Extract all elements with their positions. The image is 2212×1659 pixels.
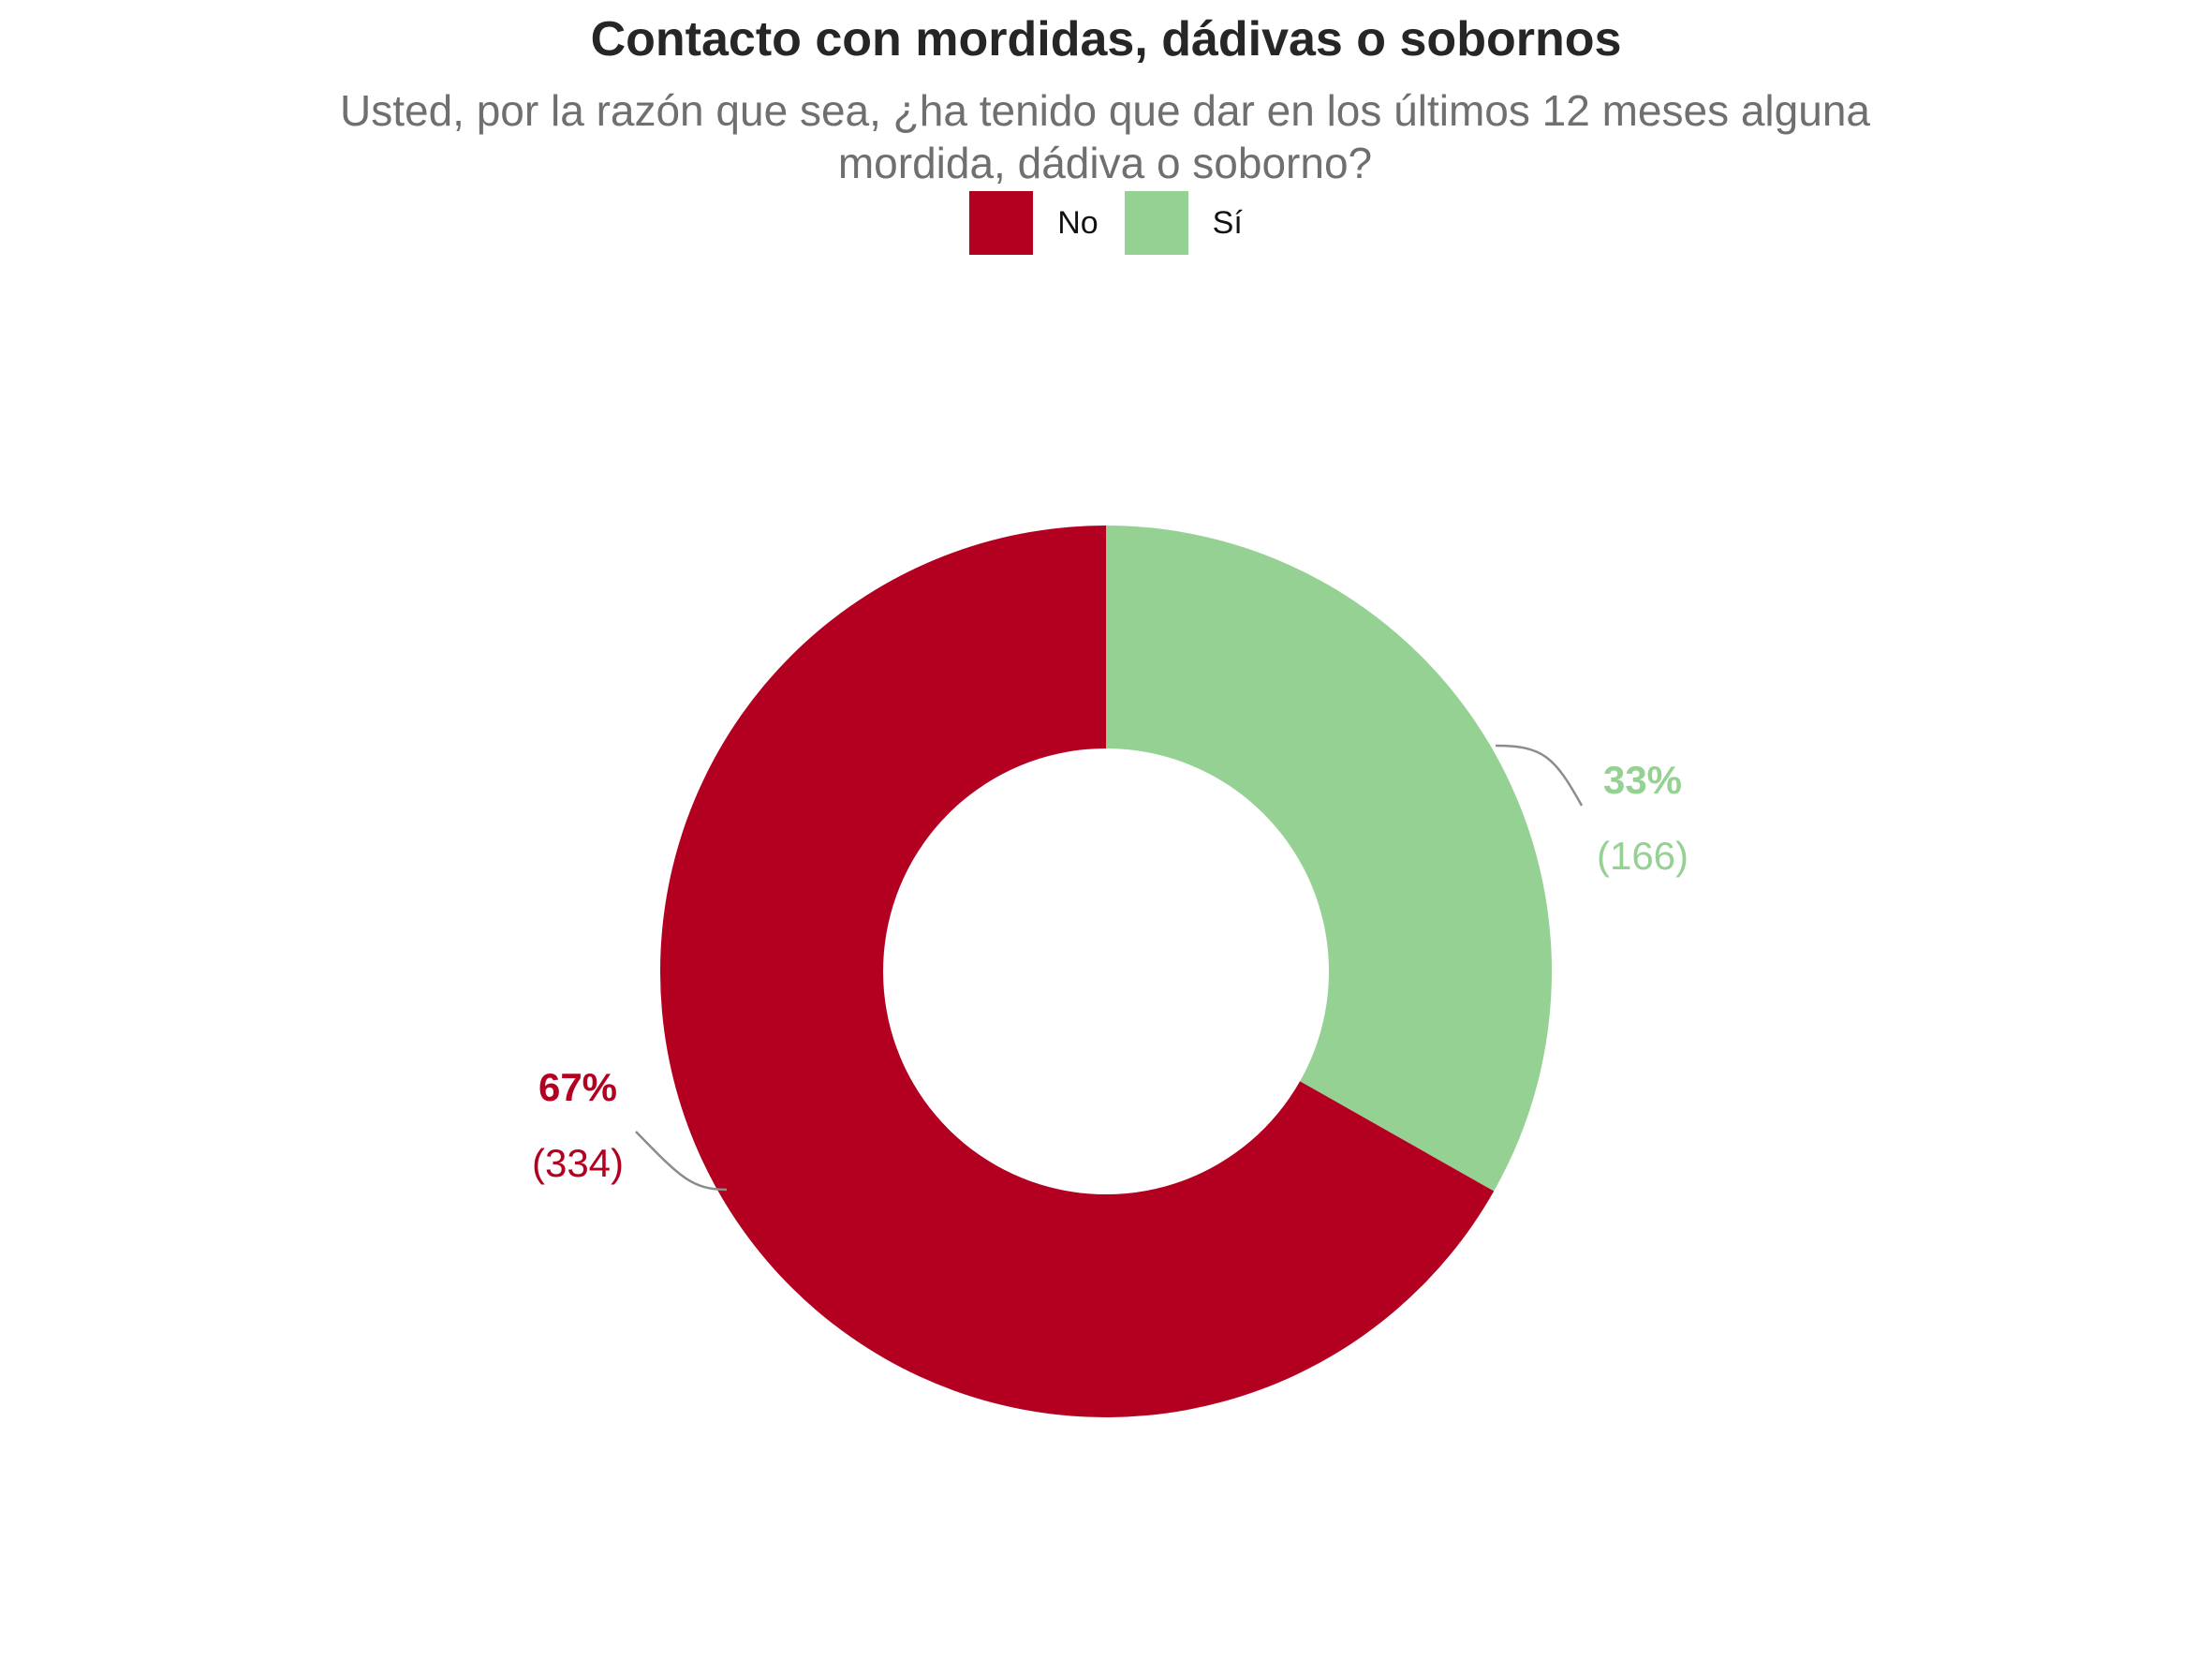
legend-swatch-si	[1124, 191, 1188, 255]
legend-item-si: Sí	[1124, 191, 1243, 255]
legend-swatch-no	[969, 191, 1034, 255]
data-label-count-si: (166)	[1597, 834, 1688, 878]
leader-line-si	[1495, 744, 1584, 807]
data-label-count-no: (334)	[532, 1141, 624, 1185]
leader-line-no	[635, 1131, 728, 1192]
slice-si	[1106, 526, 1553, 1192]
legend-label-si: Sí	[1212, 204, 1243, 241]
slice-no	[660, 526, 1495, 1417]
legend-label-no: No	[1057, 204, 1099, 241]
data-label-percent-no: 67%	[538, 1065, 617, 1109]
legend-item-no: No	[969, 191, 1099, 255]
legend: No Sí	[0, 191, 2212, 255]
chart-title: Contacto con mordidas, dádivas o soborno…	[590, 12, 1622, 67]
data-label-percent-si: 33%	[1603, 758, 1682, 802]
chart-subtitle: Usted, por la razón que sea, ¿ha tenido …	[340, 86, 1870, 187]
